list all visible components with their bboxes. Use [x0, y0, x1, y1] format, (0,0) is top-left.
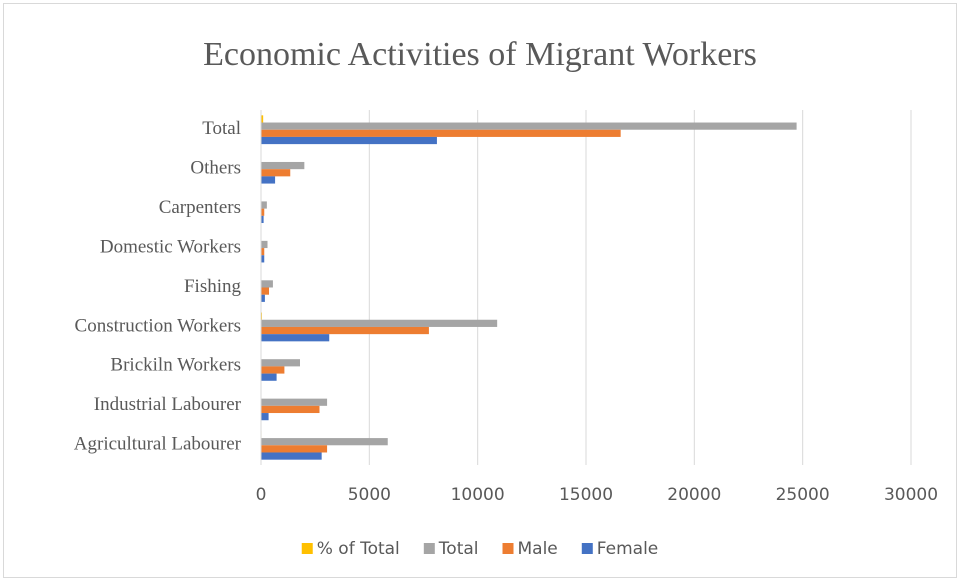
- y-tick-label: Fishing: [184, 276, 242, 297]
- bar: [261, 255, 265, 263]
- legend-label: % of Total: [317, 539, 400, 559]
- bar: [261, 280, 273, 288]
- legend-swatch: [423, 543, 435, 554]
- bar: [261, 215, 264, 224]
- bar: [261, 287, 270, 295]
- legend-label: Female: [597, 539, 658, 559]
- bar: [261, 201, 267, 209]
- bar: [261, 319, 498, 327]
- bar: [261, 366, 285, 374]
- chart-title: Economic Activities of Migrant Workers: [203, 36, 757, 73]
- x-tick-label: 15000: [559, 485, 613, 505]
- bar: [261, 413, 269, 421]
- chart-border: [3, 3, 957, 578]
- bar: [261, 240, 268, 249]
- bar: [261, 373, 277, 381]
- bar: [261, 115, 264, 123]
- x-tick-label: 5000: [348, 485, 391, 505]
- bar: [261, 445, 328, 453]
- y-tick-label: Industrial Labourer: [94, 394, 242, 415]
- bar: [261, 129, 621, 137]
- y-tick-label: Carpenters: [159, 197, 241, 218]
- bar: [261, 359, 300, 367]
- x-tick-label: 0: [256, 485, 267, 505]
- y-tick-label: Agricultural Labourer: [74, 434, 242, 455]
- bar: [261, 398, 328, 406]
- y-tick-label: Brickiln Workers: [110, 355, 241, 376]
- bar: [261, 294, 265, 302]
- legend-swatch: [581, 543, 593, 554]
- bar: [261, 161, 305, 170]
- bar: [261, 452, 322, 460]
- y-tick-label: Construction Workers: [75, 315, 241, 336]
- bar: [261, 248, 265, 256]
- y-tick-label: Others: [190, 158, 241, 179]
- legend-label: Total: [438, 539, 479, 559]
- legend-swatch: [301, 543, 313, 554]
- bar: [261, 334, 330, 342]
- x-tick-label: 20000: [667, 485, 721, 505]
- bar: [261, 208, 265, 216]
- legend-swatch: [502, 543, 514, 554]
- legend-label: Male: [518, 539, 558, 559]
- y-tick-label: Total: [202, 118, 241, 139]
- bar: [261, 326, 429, 335]
- bar: [261, 169, 291, 177]
- x-tick-label: 25000: [776, 485, 830, 505]
- x-tick-label: 30000: [884, 485, 938, 505]
- bar: [261, 122, 797, 130]
- bar: [261, 438, 388, 446]
- bar: [261, 405, 320, 414]
- bar: [261, 136, 437, 145]
- x-tick-label: 10000: [451, 485, 505, 505]
- y-tick-label: Domestic Workers: [100, 236, 241, 257]
- bar: [261, 176, 276, 184]
